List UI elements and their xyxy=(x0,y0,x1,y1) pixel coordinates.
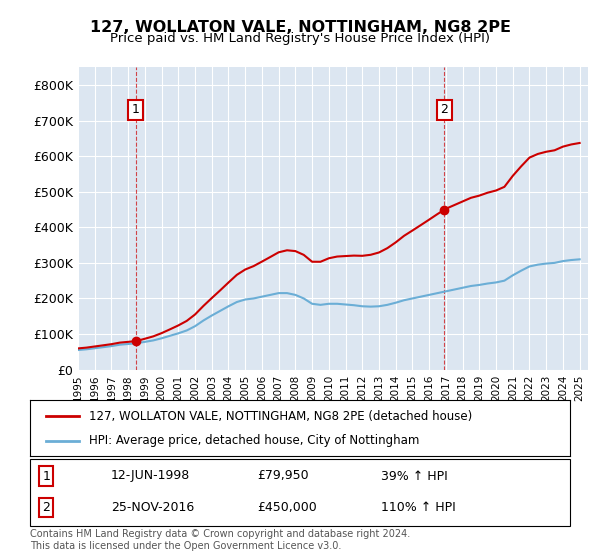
Text: 1: 1 xyxy=(42,469,50,483)
Text: 110% ↑ HPI: 110% ↑ HPI xyxy=(381,501,456,514)
Text: £79,950: £79,950 xyxy=(257,469,308,483)
Text: Contains HM Land Registry data © Crown copyright and database right 2024.
This d: Contains HM Land Registry data © Crown c… xyxy=(30,529,410,551)
Text: 2: 2 xyxy=(440,104,448,116)
Text: Price paid vs. HM Land Registry's House Price Index (HPI): Price paid vs. HM Land Registry's House … xyxy=(110,32,490,45)
Text: 2: 2 xyxy=(42,501,50,514)
Text: 127, WOLLATON VALE, NOTTINGHAM, NG8 2PE (detached house): 127, WOLLATON VALE, NOTTINGHAM, NG8 2PE … xyxy=(89,409,473,423)
Text: 1: 1 xyxy=(132,104,140,116)
Text: 25-NOV-2016: 25-NOV-2016 xyxy=(111,501,194,514)
Text: HPI: Average price, detached house, City of Nottingham: HPI: Average price, detached house, City… xyxy=(89,434,420,447)
Text: 12-JUN-1998: 12-JUN-1998 xyxy=(111,469,190,483)
Text: 39% ↑ HPI: 39% ↑ HPI xyxy=(381,469,448,483)
Text: 127, WOLLATON VALE, NOTTINGHAM, NG8 2PE: 127, WOLLATON VALE, NOTTINGHAM, NG8 2PE xyxy=(89,20,511,35)
Text: £450,000: £450,000 xyxy=(257,501,317,514)
